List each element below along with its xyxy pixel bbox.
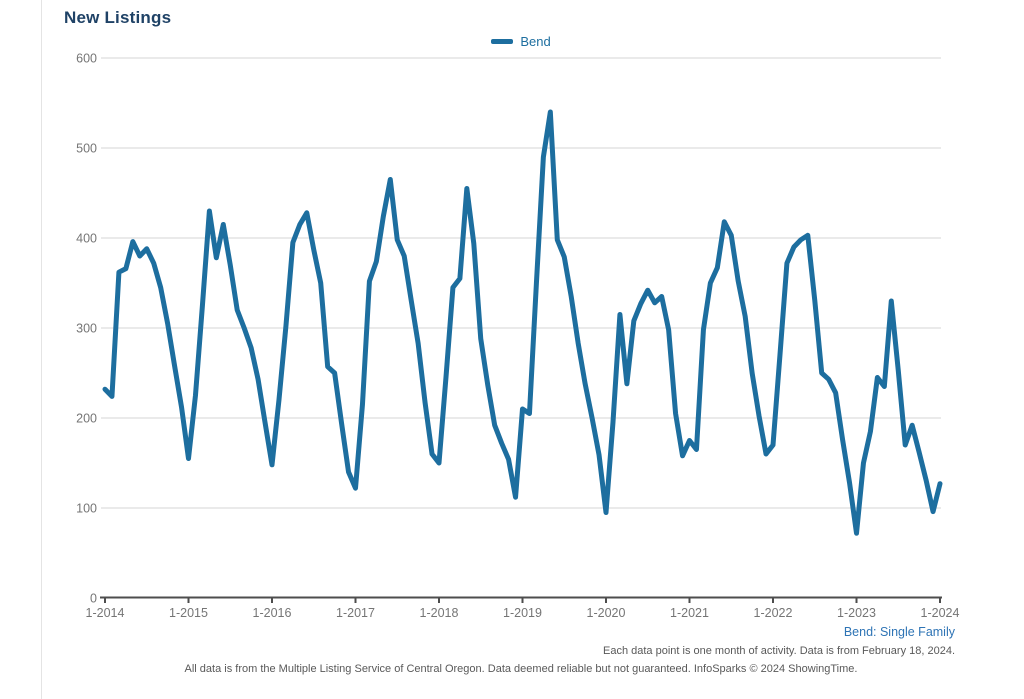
y-tick-label: 200: [76, 412, 97, 426]
page-title: New Listings: [64, 8, 172, 27]
x-tick-label: 1-2014: [86, 606, 125, 620]
y-tick-label: 600: [76, 52, 97, 66]
x-tick-label: 1-2023: [837, 606, 876, 620]
y-tick-label: 400: [76, 232, 97, 246]
legend-line-swatch-icon: [491, 39, 514, 44]
data-date-note: Each data point is one month of activity…: [603, 645, 955, 657]
legend: Bend: [101, 32, 941, 49]
series-note: Bend: Single Family: [843, 625, 955, 639]
source-attribution-note: All data is from the Multiple Listing Se…: [184, 663, 858, 675]
y-tick-label: 300: [76, 322, 97, 336]
legend-series-label: Bend: [520, 34, 551, 49]
x-tick-label: 1-2021: [670, 606, 709, 620]
y-tick-label: 500: [76, 142, 97, 156]
x-tick-label: 1-2015: [169, 606, 208, 620]
x-tick-label: 1-2020: [587, 606, 626, 620]
y-tick-label: 0: [90, 592, 97, 606]
x-tick-label: 1-2022: [754, 606, 793, 620]
panel-left-border: [41, 0, 42, 699]
x-tick-label: 1-2018: [420, 606, 459, 620]
x-tick-label: 1-2019: [503, 606, 542, 620]
x-tick-label: 1-2016: [253, 606, 292, 620]
x-tick-label: 1-2017: [336, 606, 375, 620]
x-tick-label: 1-2024: [921, 606, 960, 620]
series-line-bend: [102, 109, 943, 536]
y-tick-label: 100: [76, 502, 97, 516]
